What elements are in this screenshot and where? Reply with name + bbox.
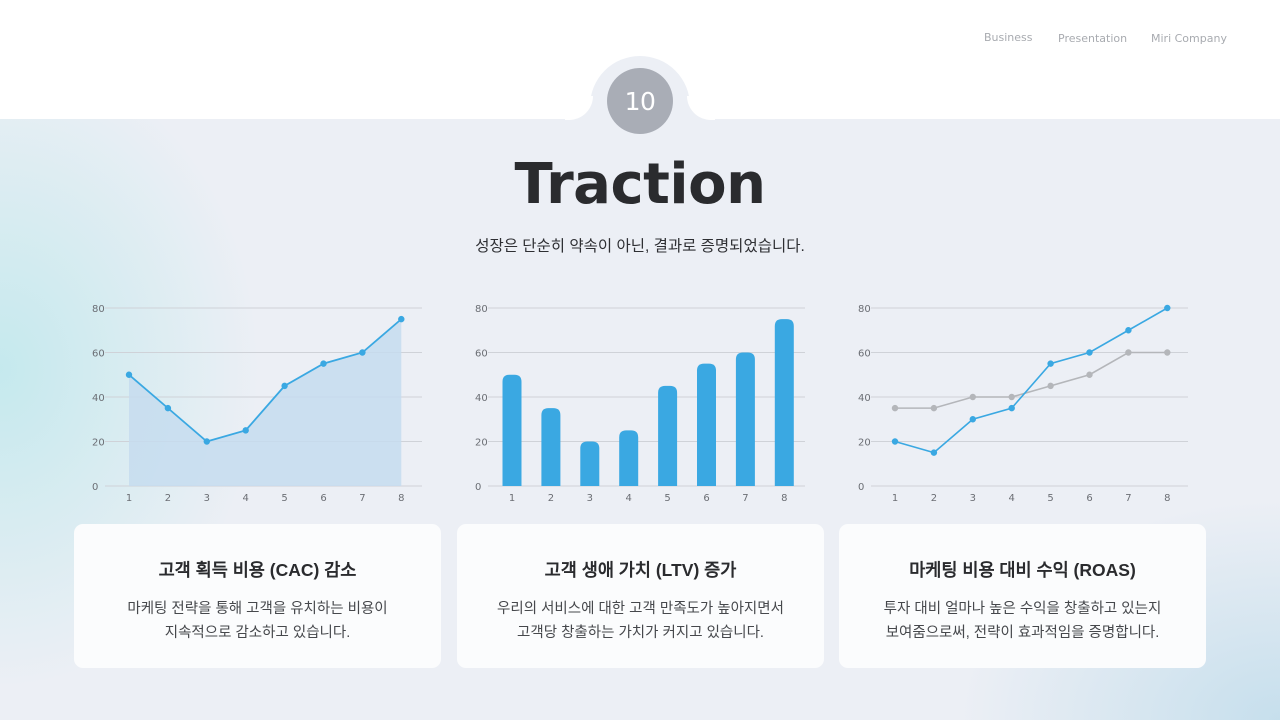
card-description: 투자 대비 얼마나 높은 수익을 창출하고 있는지 보여줌으로써, 전략이 효과… (839, 597, 1206, 645)
card-title: 마케팅 비용 대비 수익 (ROAS) (909, 560, 1136, 580)
svg-text:20: 20 (92, 438, 105, 449)
svg-text:6: 6 (320, 493, 326, 504)
svg-text:4: 4 (1009, 493, 1015, 504)
card-desc-line: 투자 대비 얼마나 높은 수익을 창출하고 있는지 (883, 601, 1162, 617)
svg-text:6: 6 (1086, 493, 1092, 504)
svg-text:5: 5 (664, 493, 670, 504)
card-description: 우리의 서비스에 대한 고객 만족도가 높아지면서 고객당 창출하는 가치가 커… (457, 597, 824, 645)
svg-text:8: 8 (781, 493, 787, 504)
svg-text:4: 4 (243, 493, 249, 504)
svg-text:1: 1 (126, 493, 132, 504)
card-desc-line: 마케팅 전략을 통해 고객을 유치하는 비용이 (127, 601, 388, 617)
svg-text:20: 20 (475, 438, 488, 449)
svg-text:8: 8 (1164, 493, 1170, 504)
svg-text:3: 3 (970, 493, 976, 504)
svg-text:0: 0 (858, 482, 864, 493)
svg-text:80: 80 (92, 304, 105, 315)
page-number-badge: 10 (607, 68, 673, 134)
svg-text:3: 3 (587, 493, 593, 504)
svg-text:5: 5 (1047, 493, 1053, 504)
nav-presentation[interactable]: Presentation (1058, 32, 1128, 45)
svg-text:0: 0 (475, 482, 481, 493)
svg-text:2: 2 (548, 493, 554, 504)
nav-business[interactable]: Business (984, 31, 1033, 44)
card-cac: 고객 획득 비용 (CAC) 감소 마케팅 전략을 통해 고객을 유치하는 비용… (74, 524, 441, 668)
svg-text:1: 1 (509, 493, 515, 504)
svg-text:40: 40 (92, 393, 105, 404)
slide-title: Traction (514, 152, 766, 217)
svg-text:5: 5 (281, 493, 287, 504)
svg-text:60: 60 (858, 349, 871, 360)
card-title: 고객 획득 비용 (CAC) 감소 (158, 560, 357, 580)
svg-text:8: 8 (398, 493, 404, 504)
svg-text:7: 7 (742, 493, 748, 504)
svg-text:3: 3 (204, 493, 210, 504)
card-roas: 마케팅 비용 대비 수익 (ROAS) 투자 대비 얼마나 높은 수익을 창출하… (839, 524, 1206, 668)
svg-text:20: 20 (858, 438, 871, 449)
card-desc-line: 지속적으로 감소하고 있습니다. (164, 625, 351, 641)
svg-text:60: 60 (92, 349, 105, 360)
svg-text:0: 0 (92, 482, 98, 493)
svg-text:2: 2 (165, 493, 171, 504)
card-ltv: 고객 생애 가치 (LTV) 증가 우리의 서비스에 대한 고객 만족도가 높아… (457, 524, 824, 668)
svg-text:6: 6 (703, 493, 709, 504)
nav-company[interactable]: Miri Company (1151, 32, 1227, 45)
card-desc-line: 보여줌으로써, 전략이 효과적임을 증명합니다. (885, 625, 1160, 641)
svg-text:80: 80 (858, 304, 871, 315)
card-desc-line: 고객당 창출하는 가치가 커지고 있습니다. (517, 625, 764, 641)
svg-text:7: 7 (359, 493, 365, 504)
svg-text:2: 2 (931, 493, 937, 504)
svg-text:40: 40 (475, 393, 488, 404)
svg-text:7: 7 (1125, 493, 1131, 504)
slide-subtitle: 성장은 단순히 약속이 아닌, 결과로 증명되었습니다. (475, 238, 805, 255)
cac-area-chart: 0 20 40 60 80 1 2 3 4 5 6 7 8 (80, 296, 440, 510)
roas-line-chart: 0 20 40 60 80 1 2 3 4 5 6 7 8 (846, 296, 1206, 510)
svg-text:4: 4 (626, 493, 632, 504)
svg-text:60: 60 (475, 349, 488, 360)
card-desc-line: 우리의 서비스에 대한 고객 만족도가 높아지면서 (497, 601, 784, 617)
ltv-bar-chart: 0 20 40 60 80 1 2 3 4 5 6 7 8 (463, 296, 823, 510)
svg-text:40: 40 (858, 393, 871, 404)
svg-text:80: 80 (475, 304, 488, 315)
card-title: 고객 생애 가치 (LTV) 증가 (544, 560, 737, 580)
svg-text:1: 1 (892, 493, 898, 504)
card-description: 마케팅 전략을 통해 고객을 유치하는 비용이 지속적으로 감소하고 있습니다. (74, 597, 441, 645)
